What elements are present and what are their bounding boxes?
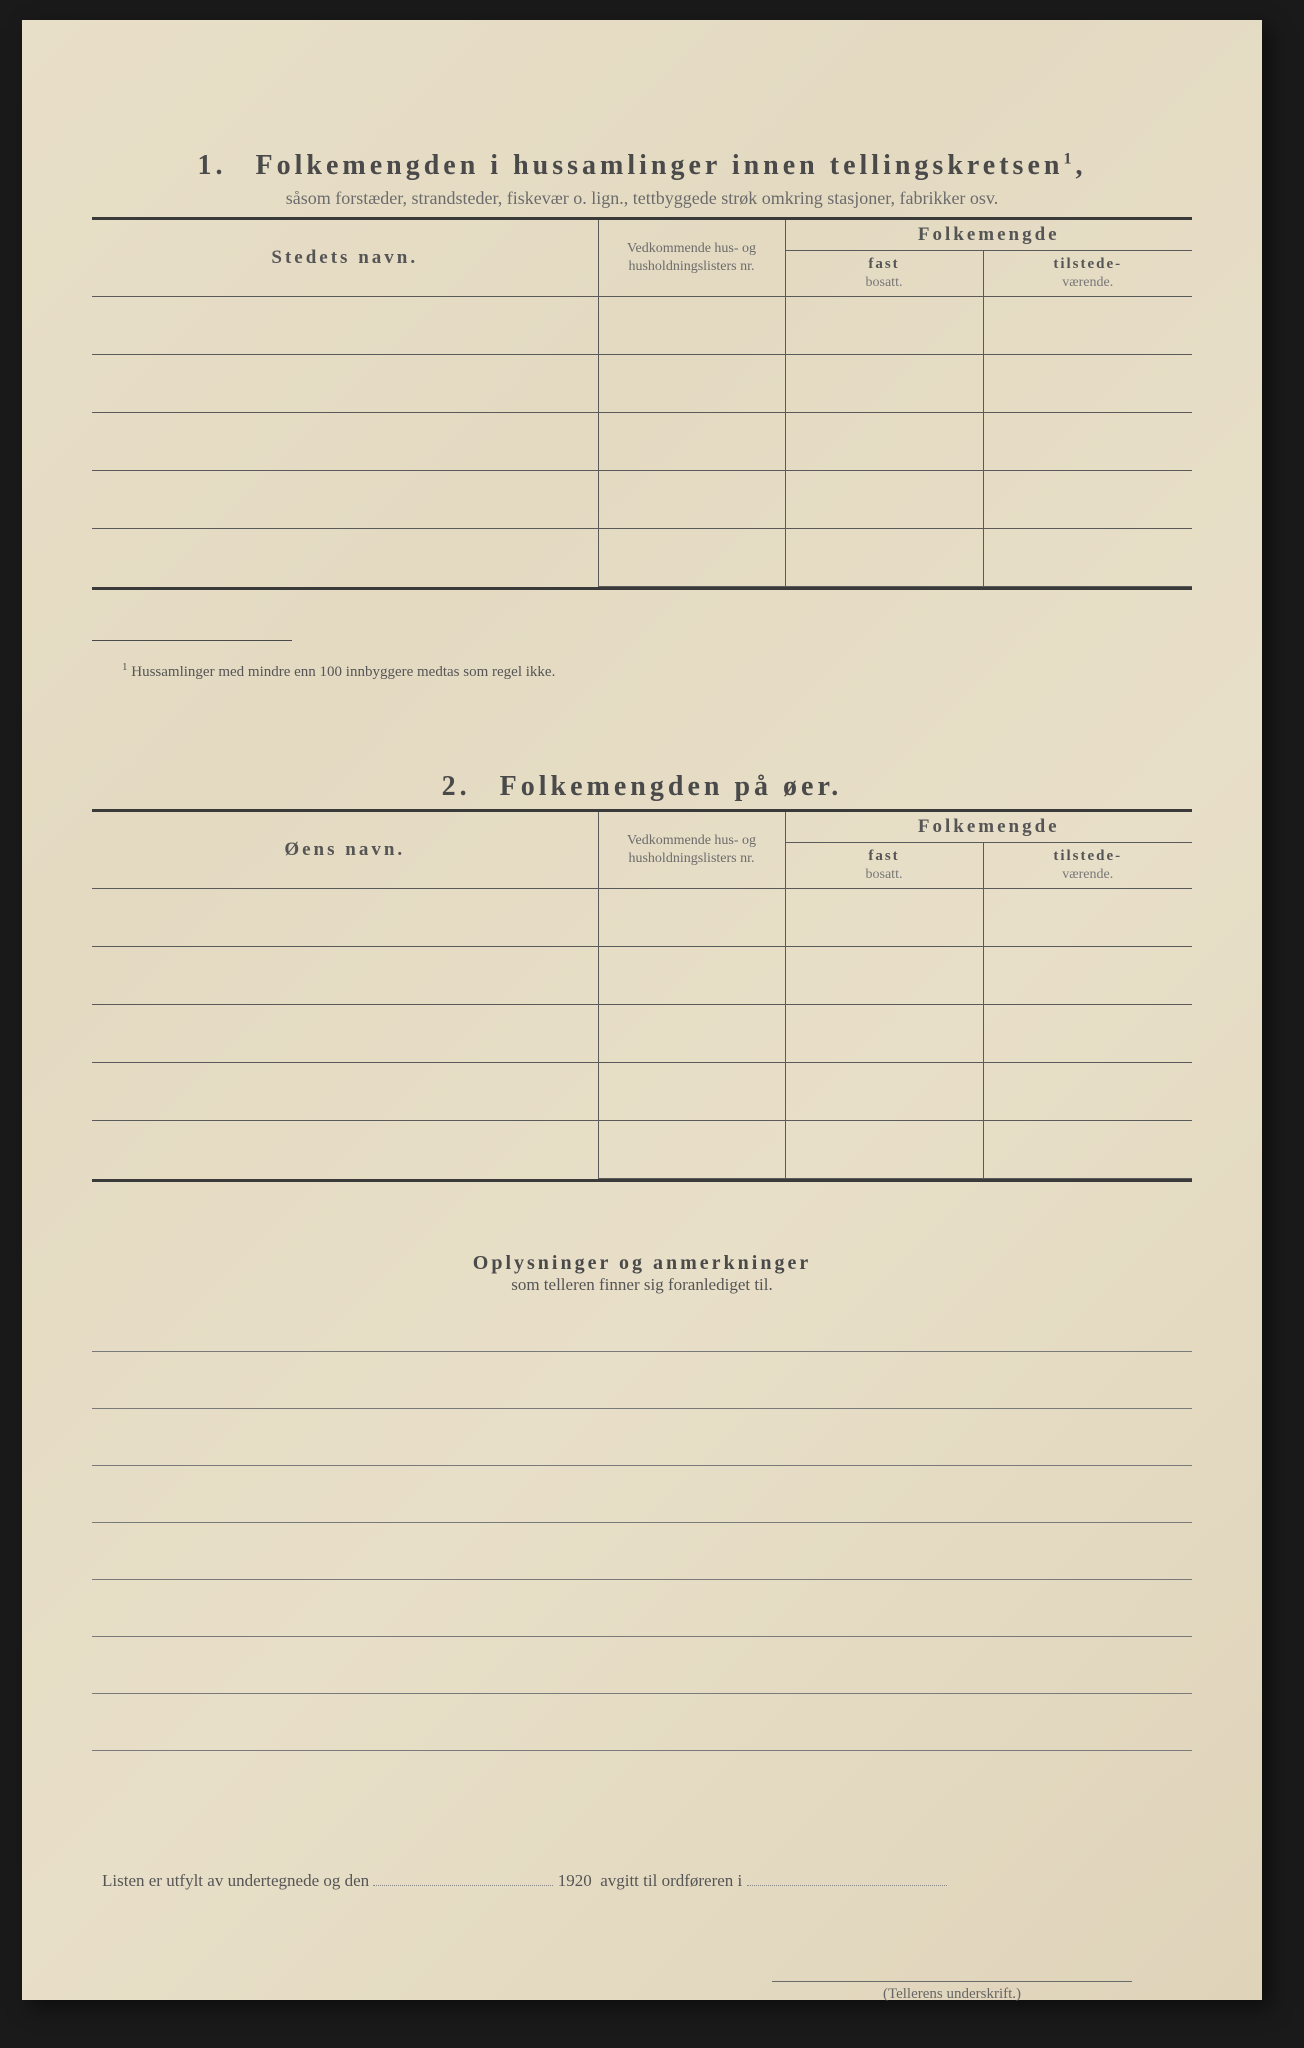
section1-footnote: 1 Hussamlinger med mindre enn 100 innbyg… bbox=[122, 661, 1192, 681]
col-fast: fast bosatt. bbox=[785, 251, 983, 297]
section3: Oplysninger og anmerkninger som telleren… bbox=[92, 1252, 1192, 1751]
section3-subtitle: som telleren finner sig foranlediget til… bbox=[92, 1275, 1192, 1295]
col-lists-2: Vedkommende hus- og husholdningslisters … bbox=[598, 812, 785, 888]
footnote-text: Hussamlinger med mindre enn 100 innbygge… bbox=[131, 664, 555, 680]
signature-area: (Tellerens underskrift.) bbox=[92, 1981, 1192, 2003]
col-stedets-navn: Stedets navn. bbox=[92, 220, 598, 296]
section1-title-sup: 1 bbox=[1063, 151, 1075, 168]
footer-after: avgitt til ordføreren i bbox=[600, 1871, 742, 1890]
notes-lines bbox=[92, 1351, 1192, 1751]
table-row bbox=[92, 1062, 1192, 1120]
col-tilstede: tilstede- værende. bbox=[983, 251, 1192, 297]
document-page: 1. Folkemengden i hussamlinger innen tel… bbox=[22, 20, 1262, 2000]
table-row bbox=[92, 470, 1192, 528]
table-row bbox=[92, 354, 1192, 412]
section1-bottom-rule bbox=[92, 587, 1192, 590]
section1-body bbox=[92, 296, 1192, 586]
footer-year: 1920 bbox=[558, 1871, 592, 1890]
section2-number: 2. bbox=[442, 771, 471, 802]
table-row bbox=[92, 1120, 1192, 1178]
col-lists: Vedkommende hus- og husholdningslisters … bbox=[598, 220, 785, 296]
signature-label: (Tellerens underskrift.) bbox=[772, 1981, 1132, 2003]
table-row bbox=[92, 412, 1192, 470]
section2: 2. Folkemengden på øer. Øens navn. Vedko… bbox=[92, 771, 1192, 1182]
table-row bbox=[92, 528, 1192, 586]
section1-title: 1. Folkemengden i hussamlinger innen tel… bbox=[92, 150, 1192, 182]
section3-title: Oplysninger og anmerkninger bbox=[92, 1252, 1192, 1275]
footnote-sup: 1 bbox=[122, 661, 128, 673]
col-oens-navn: Øens navn. bbox=[92, 812, 598, 888]
table-row bbox=[92, 946, 1192, 1004]
section1-title-text: Folkemengden i hussamlinger innen tellin… bbox=[256, 150, 1064, 181]
col-tilstede-2: tilstede- værende. bbox=[983, 842, 1192, 888]
footer-statement: Listen er utfylt av undertegnede og den … bbox=[92, 1871, 1192, 1891]
footer-before: Listen er utfylt av undertegnede og den bbox=[102, 1871, 369, 1890]
section2-title-text: Folkemengden på øer. bbox=[500, 771, 843, 802]
section1-number: 1. bbox=[198, 150, 227, 181]
footnote-rule bbox=[92, 640, 292, 641]
table-row bbox=[92, 1004, 1192, 1062]
col-fast-2: fast bosatt. bbox=[785, 842, 983, 888]
col-folkemengde-2: Folkemengde bbox=[785, 812, 1192, 843]
section2-bottom-rule bbox=[92, 1179, 1192, 1182]
section1-table: Stedets navn. Vedkommende hus- og hushol… bbox=[92, 220, 1192, 587]
section2-body bbox=[92, 888, 1192, 1178]
table-row bbox=[92, 296, 1192, 354]
col-folkemengde: Folkemengde bbox=[785, 220, 1192, 251]
table-row bbox=[92, 888, 1192, 946]
section2-table: Øens navn. Vedkommende hus- og husholdni… bbox=[92, 812, 1192, 1179]
section1-subtitle: såsom forstæder, strandsteder, fiskevær … bbox=[92, 188, 1192, 209]
section2-title: 2. Folkemengden på øer. bbox=[92, 771, 1192, 803]
